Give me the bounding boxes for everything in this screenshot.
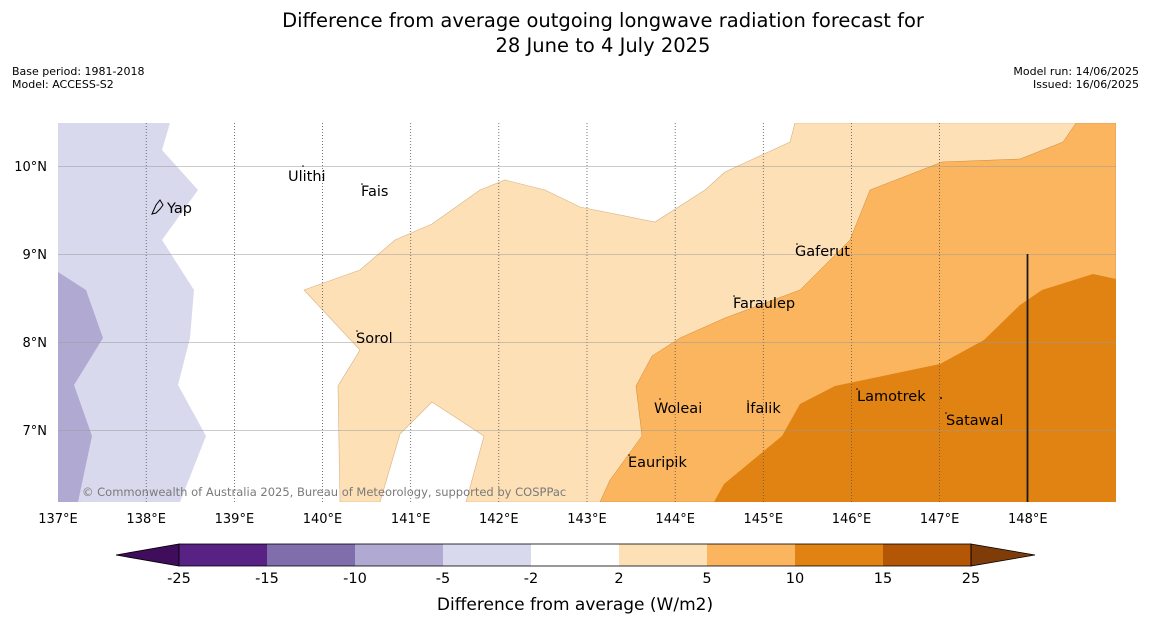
colorbar-low-extension xyxy=(115,543,180,567)
colorbar-label: -2 xyxy=(524,571,538,587)
place-label: Eauripik xyxy=(628,455,687,471)
colorbar-label: -5 xyxy=(436,571,450,587)
place-label: Yap xyxy=(166,201,192,217)
lon-tick-label: 139°E xyxy=(215,512,255,527)
issued-date: Issued: 16/06/2025 xyxy=(1032,78,1139,91)
title-line-2: 28 June to 4 July 2025 xyxy=(495,34,711,57)
place-label: Lamotrek xyxy=(857,389,926,405)
lon-tick-label: 140°E xyxy=(303,512,343,527)
lon-tick-labels: 137°E 138°E 139°E 140°E 141°E 142°E 143°… xyxy=(38,512,1047,527)
colorbar-label: -10 xyxy=(343,571,367,587)
lat-tick-label: 10°N xyxy=(14,160,47,175)
map-area: Ulithi Fais Yap Gaferut Faraulep Sorol W… xyxy=(58,123,1116,502)
colorbar-label: 25 xyxy=(962,571,980,587)
place-label: Ulithi xyxy=(288,169,326,185)
lon-tick-label: 145°E xyxy=(744,512,784,527)
band-neg5-to-neg10 xyxy=(58,272,103,502)
place-labels: Ulithi Fais Yap Gaferut Faraulep Sorol W… xyxy=(166,169,1003,471)
colorbar-label: 15 xyxy=(874,571,892,587)
colorbar-label: 2 xyxy=(614,571,623,587)
meta-right: Model run: 14/06/2025 Issued: 16/06/2025 xyxy=(1013,65,1139,91)
lon-tick-label: 142°E xyxy=(479,512,519,527)
band-neg2-to-neg5 xyxy=(58,123,206,502)
colorbar-label: -25 xyxy=(167,571,191,587)
title-line-1: Difference from average outgoing longwav… xyxy=(282,9,924,32)
colorbar-segment xyxy=(443,544,531,566)
place-label: Ifalik xyxy=(746,401,781,417)
meta-left: Base period: 1981-2018 Model: ACCESS-S2 xyxy=(12,65,144,91)
band-10-to-15 xyxy=(714,274,1116,502)
colorbar-segment xyxy=(355,544,443,566)
lon-tick-label: 146°E xyxy=(832,512,872,527)
base-period: Base period: 1981-2018 xyxy=(12,65,145,78)
model-name: Model: ACCESS-S2 xyxy=(12,78,114,91)
lon-tick-label: 148°E xyxy=(1008,512,1048,527)
place-label: Fais xyxy=(361,184,388,200)
colorbar-high-extension xyxy=(970,543,1036,567)
colorbar-segment xyxy=(883,544,971,566)
lon-tick-label: 143°E xyxy=(567,512,607,527)
place-label: Gaferut xyxy=(795,244,850,260)
lon-tick-label: 144°E xyxy=(655,512,695,527)
lat-tick-label: 8°N xyxy=(23,336,48,351)
lat-tick-label: 7°N xyxy=(23,424,48,439)
parallel-lines xyxy=(58,166,1116,431)
place-label: Satawal xyxy=(946,413,1003,429)
lon-tick-label: 137°E xyxy=(38,512,78,527)
colorbar-label: 10 xyxy=(786,571,804,587)
colorbar-segment xyxy=(531,544,619,566)
place-label: Woleai xyxy=(654,401,702,417)
colorbar-frame xyxy=(178,543,972,567)
yap-island-outline xyxy=(151,199,164,215)
map-title: Difference from average outgoing longwav… xyxy=(0,8,1150,58)
place-label: Sorol xyxy=(356,331,393,347)
model-run: Model run: 14/06/2025 xyxy=(1013,65,1139,78)
lon-tick-label: 138°E xyxy=(126,512,166,527)
colorbar-segment xyxy=(619,544,707,566)
lat-tick-labels: 10°N 9°N 8°N 7°N xyxy=(14,160,47,439)
meridian-lines xyxy=(145,123,940,502)
colorbar-label: -15 xyxy=(255,571,279,587)
lon-tick-label: 147°E xyxy=(920,512,960,527)
lat-tick-label: 9°N xyxy=(23,248,48,263)
colorbar-label: 5 xyxy=(702,571,711,587)
copyright-notice: © Commonwealth of Australia 2025, Bureau… xyxy=(82,485,566,499)
colorbar-segment xyxy=(179,544,267,566)
island-markers xyxy=(302,165,947,456)
colorbar-segment xyxy=(707,544,795,566)
colorbar-title: Difference from average (W/m2) xyxy=(437,595,713,615)
place-label: Faraulep xyxy=(733,296,795,312)
colorbar-segment xyxy=(267,544,355,566)
lon-tick-label: 141°E xyxy=(391,512,431,527)
colorbar: -25 -15 -10 -5 -2 2 5 10 15 25 Differenc… xyxy=(115,543,1036,615)
colorbar-segment xyxy=(795,544,883,566)
